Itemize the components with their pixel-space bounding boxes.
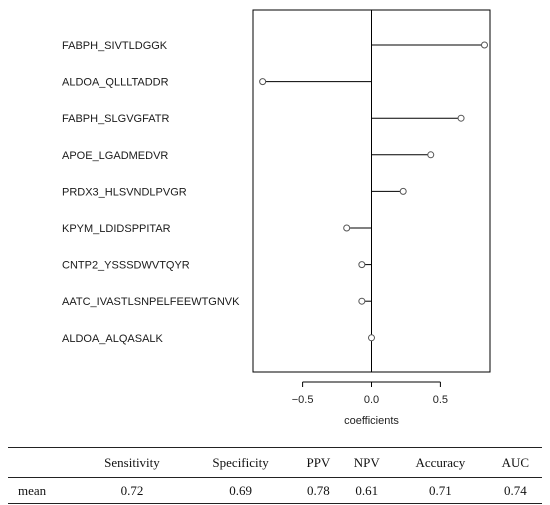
category-label: AATC_IVASTLSNPELFEEWTGNVK <box>62 296 240 308</box>
category-label: FABPH_SLGVGFATR <box>62 113 169 125</box>
category-label: ALDOA_ALQASALK <box>62 333 164 345</box>
category-label: APOE_LGADMEDVR <box>62 150 168 162</box>
x-tick-label: −0.5 <box>292 394 314 406</box>
x-axis-label: coefficients <box>344 415 399 427</box>
header-npv: NPV <box>341 447 393 478</box>
metrics-table: Sensitivity Specificity PPV NPV Accuracy… <box>8 447 542 504</box>
x-tick-label: 0.5 <box>433 394 448 406</box>
lollipop-point <box>427 151 435 159</box>
cell-npv: 0.61 <box>341 477 393 504</box>
header-sensitivity: Sensitivity <box>78 447 186 478</box>
table-row: mean 0.72 0.69 0.78 0.61 0.71 0.74 <box>8 477 542 504</box>
chart-svg: FABPH_SIVTLDGGK ALDOA_QLLLTADDR FABPH_SLGV… <box>62 9 491 427</box>
header-auc: AUC <box>488 447 542 478</box>
header-specificity: Specificity <box>185 447 296 478</box>
lollipop-chart: FABPH_SIVTLDGGK ALDOA_QLLLTADDR FABPH_SLGV… <box>62 9 491 427</box>
lollipop-point <box>358 297 366 305</box>
metrics-header-row: Sensitivity Specificity PPV NPV Accuracy… <box>8 447 542 478</box>
category-label: ALDOA_QLLLTADDR <box>62 77 169 89</box>
lollipop-point <box>480 41 488 49</box>
row-label: mean <box>8 477 78 504</box>
header-blank <box>8 447 78 478</box>
cell-ppv: 0.78 <box>295 477 342 504</box>
header-accuracy: Accuracy <box>392 447 489 478</box>
cell-accuracy: 0.71 <box>392 477 489 504</box>
lollipop-point <box>457 114 465 122</box>
lollipop-point <box>343 224 351 232</box>
lollipop-point <box>259 78 267 86</box>
header-ppv: PPV <box>295 447 342 478</box>
cell-sensitivity: 0.72 <box>78 477 186 504</box>
category-label: FABPH_SIVTLDGGK <box>62 40 168 52</box>
category-label: CNTP2_YSSSDWVTQYR <box>62 260 190 272</box>
cell-auc: 0.74 <box>488 477 542 504</box>
x-tick-label: 0.0 <box>364 394 379 406</box>
lollipop-point <box>368 334 375 342</box>
cell-specificity: 0.69 <box>185 477 296 504</box>
lollipop-point <box>399 187 407 195</box>
lollipop-point <box>358 261 366 269</box>
category-label: KPYM_LDIDSPPITAR <box>62 223 171 235</box>
category-label: PRDX3_HLSVNDLPVGR <box>62 186 187 198</box>
